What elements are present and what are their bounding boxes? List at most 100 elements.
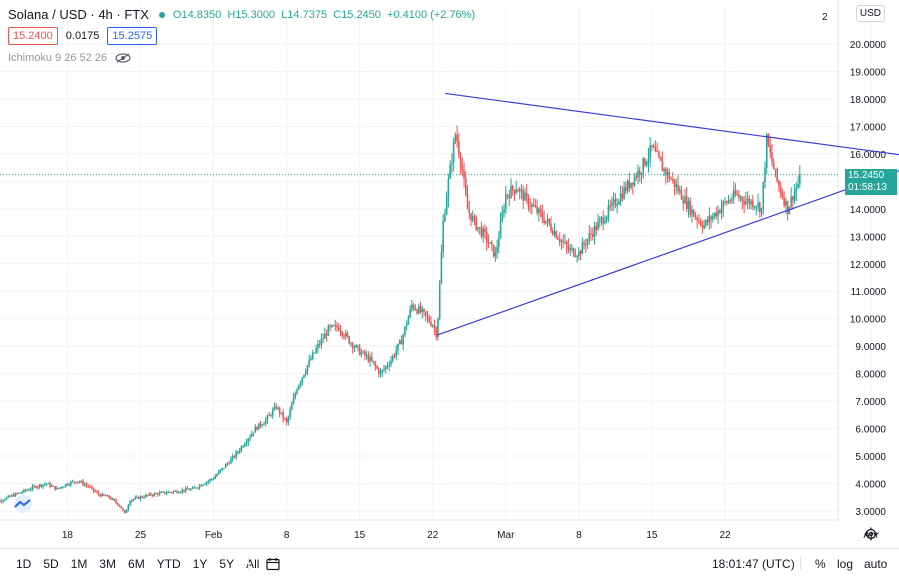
timeframe-ytd[interactable]: YTD (157, 557, 181, 571)
timeframe-5d[interactable]: 5D (43, 557, 58, 571)
timeframe-1m[interactable]: 1M (71, 557, 88, 571)
candle-body (686, 196, 688, 209)
candle-body (707, 220, 709, 222)
indicator-legend[interactable]: Ichimoku 9 26 52 26 (8, 52, 131, 64)
candle-body (658, 152, 660, 157)
candle-body (404, 327, 406, 335)
candle-body (197, 488, 199, 489)
candle-body (555, 231, 557, 238)
percent-scale-toggle[interactable]: % (815, 557, 826, 571)
candle-body (576, 256, 578, 257)
candle-body (486, 232, 488, 242)
candle-body (729, 200, 731, 201)
candle-body (115, 500, 117, 503)
candle-body (119, 505, 121, 506)
candle-body (728, 200, 730, 203)
x-tick-label: 18 (62, 530, 74, 541)
candle-body (381, 370, 383, 372)
timeframe-1d[interactable]: 1D (16, 557, 31, 571)
candle-body (775, 169, 777, 170)
candle-body (427, 315, 429, 317)
candle-body (129, 501, 131, 505)
candle-body (260, 423, 262, 426)
candle-body (428, 317, 430, 322)
candle-body (750, 201, 752, 204)
candle-body (648, 158, 650, 163)
candle-body (209, 479, 211, 481)
candle-body (425, 312, 427, 316)
x-tick-label: 15 (646, 530, 658, 541)
candle-body (455, 135, 457, 142)
gear-icon[interactable] (864, 527, 878, 541)
timeframe-1y[interactable]: 1Y (193, 557, 208, 571)
bar-countdown: 01:58:13 (848, 182, 897, 194)
candle-body (493, 245, 495, 257)
candle-body (354, 347, 356, 348)
eye-icon[interactable] (115, 53, 131, 63)
y-tick-label: 6.0000 (855, 425, 886, 436)
y-tick-label: 13.0000 (850, 232, 887, 243)
candle-body (620, 194, 622, 202)
candle-body (298, 385, 300, 389)
calendar-range-icon[interactable] (266, 557, 280, 571)
tradingview-logo-icon[interactable] (10, 495, 36, 513)
log-scale-toggle[interactable]: log (837, 557, 853, 571)
candle-body (601, 218, 603, 220)
candle-body (474, 216, 476, 217)
candle-body (364, 351, 366, 355)
buy-button[interactable]: 15.2575 (107, 27, 157, 45)
candle-body (87, 485, 89, 486)
trendline[interactable] (445, 93, 899, 155)
candle-body (669, 172, 671, 179)
candle-body (338, 328, 340, 331)
candle-body (508, 195, 510, 198)
candle-body (468, 209, 470, 213)
candle-body (345, 333, 347, 337)
candle-body (23, 490, 25, 492)
candle-body (32, 486, 34, 489)
candle-body (392, 356, 394, 361)
candle-body (194, 488, 196, 489)
symbol-title[interactable]: Solana / USD · 4h · FTX (8, 7, 149, 22)
candle-body (181, 490, 183, 492)
candle-body (408, 317, 410, 325)
auto-scale-toggle[interactable]: auto (864, 557, 887, 571)
price-axis[interactable]: 3.00004.00005.00006.00007.00008.00009.00… (822, 0, 886, 520)
candle-body (545, 221, 547, 223)
candle-body (190, 489, 192, 490)
candle-body (42, 485, 44, 487)
candle-body (721, 208, 723, 213)
candle-body (500, 221, 502, 238)
timeframe-5y[interactable]: 5Y (219, 557, 234, 571)
x-tick-label: Mar (497, 530, 515, 541)
timeframe-3m[interactable]: 3M (99, 557, 116, 571)
sell-button[interactable]: 15.2400 (8, 27, 58, 45)
utc-clock[interactable]: 18:01:47 (UTC) (712, 557, 795, 571)
candle-body (65, 484, 67, 486)
candle-body (677, 185, 679, 192)
candle-body (162, 492, 164, 493)
candle-body (655, 147, 657, 151)
candle-body (663, 169, 665, 171)
candle-body (689, 201, 691, 214)
candle-body (714, 213, 716, 216)
candle-body (37, 487, 39, 488)
y-tick-label: 12.0000 (850, 260, 887, 271)
candle-body (397, 344, 399, 351)
candle-body (515, 190, 517, 193)
candle-body (350, 343, 352, 344)
candle-body (430, 322, 432, 326)
candle-body (561, 241, 563, 242)
x-tick-label: Feb (205, 530, 223, 541)
candle-body (799, 175, 801, 184)
candle-body (324, 334, 326, 339)
candle-body (268, 415, 270, 416)
candle-body (498, 238, 500, 247)
candle-body (660, 157, 662, 161)
candle-body (362, 351, 364, 352)
candle-body (762, 182, 764, 208)
timeframe-6m[interactable]: 6M (128, 557, 145, 571)
currency-badge[interactable]: USD (856, 5, 885, 22)
